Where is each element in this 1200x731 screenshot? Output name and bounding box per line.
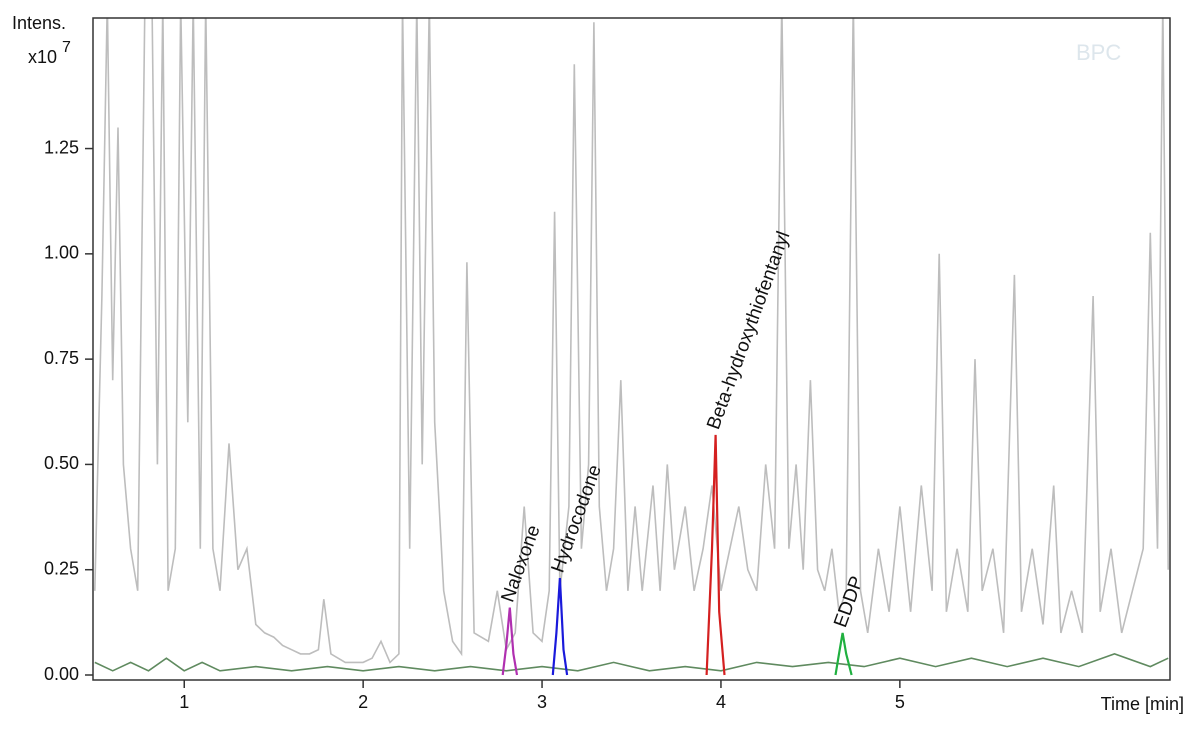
compound-peak [501,607,519,676]
x-tick-label: 1 [179,692,189,712]
y-tick-label: 1.00 [44,243,79,263]
y-tick-label: 0.50 [44,453,79,473]
plot-frame [92,17,1171,681]
bpc-trace [94,18,1169,664]
y-tick-label: 1.25 [44,137,79,157]
x-tick-label: 2 [358,692,368,712]
compound-peak [551,578,569,676]
x-tick-label: 3 [537,692,547,712]
y-tick-label: 0.00 [44,664,79,684]
plot-area [94,18,1169,676]
y-axis-title: Intens. [12,13,66,33]
y-tick-label: 0.25 [44,558,79,578]
x-axis-title: Time [min] [1101,694,1184,714]
peak-label: Hydrocodone [548,462,606,575]
y-tick-label: 0.75 [44,348,79,368]
y-multiplier: x10 [28,47,57,67]
compound-peak [705,434,726,676]
baseline-trace [94,653,1169,672]
y-multiplier-exponent: 7 [62,39,71,56]
peak-label: Beta-hydroxythiofentanyl [703,229,794,433]
x-tick-label: 5 [895,692,905,712]
trace-label: BPC [1076,40,1121,65]
compound-peak [834,632,853,676]
x-tick-label: 4 [716,692,726,712]
peak-label: Naloxone [498,522,545,605]
